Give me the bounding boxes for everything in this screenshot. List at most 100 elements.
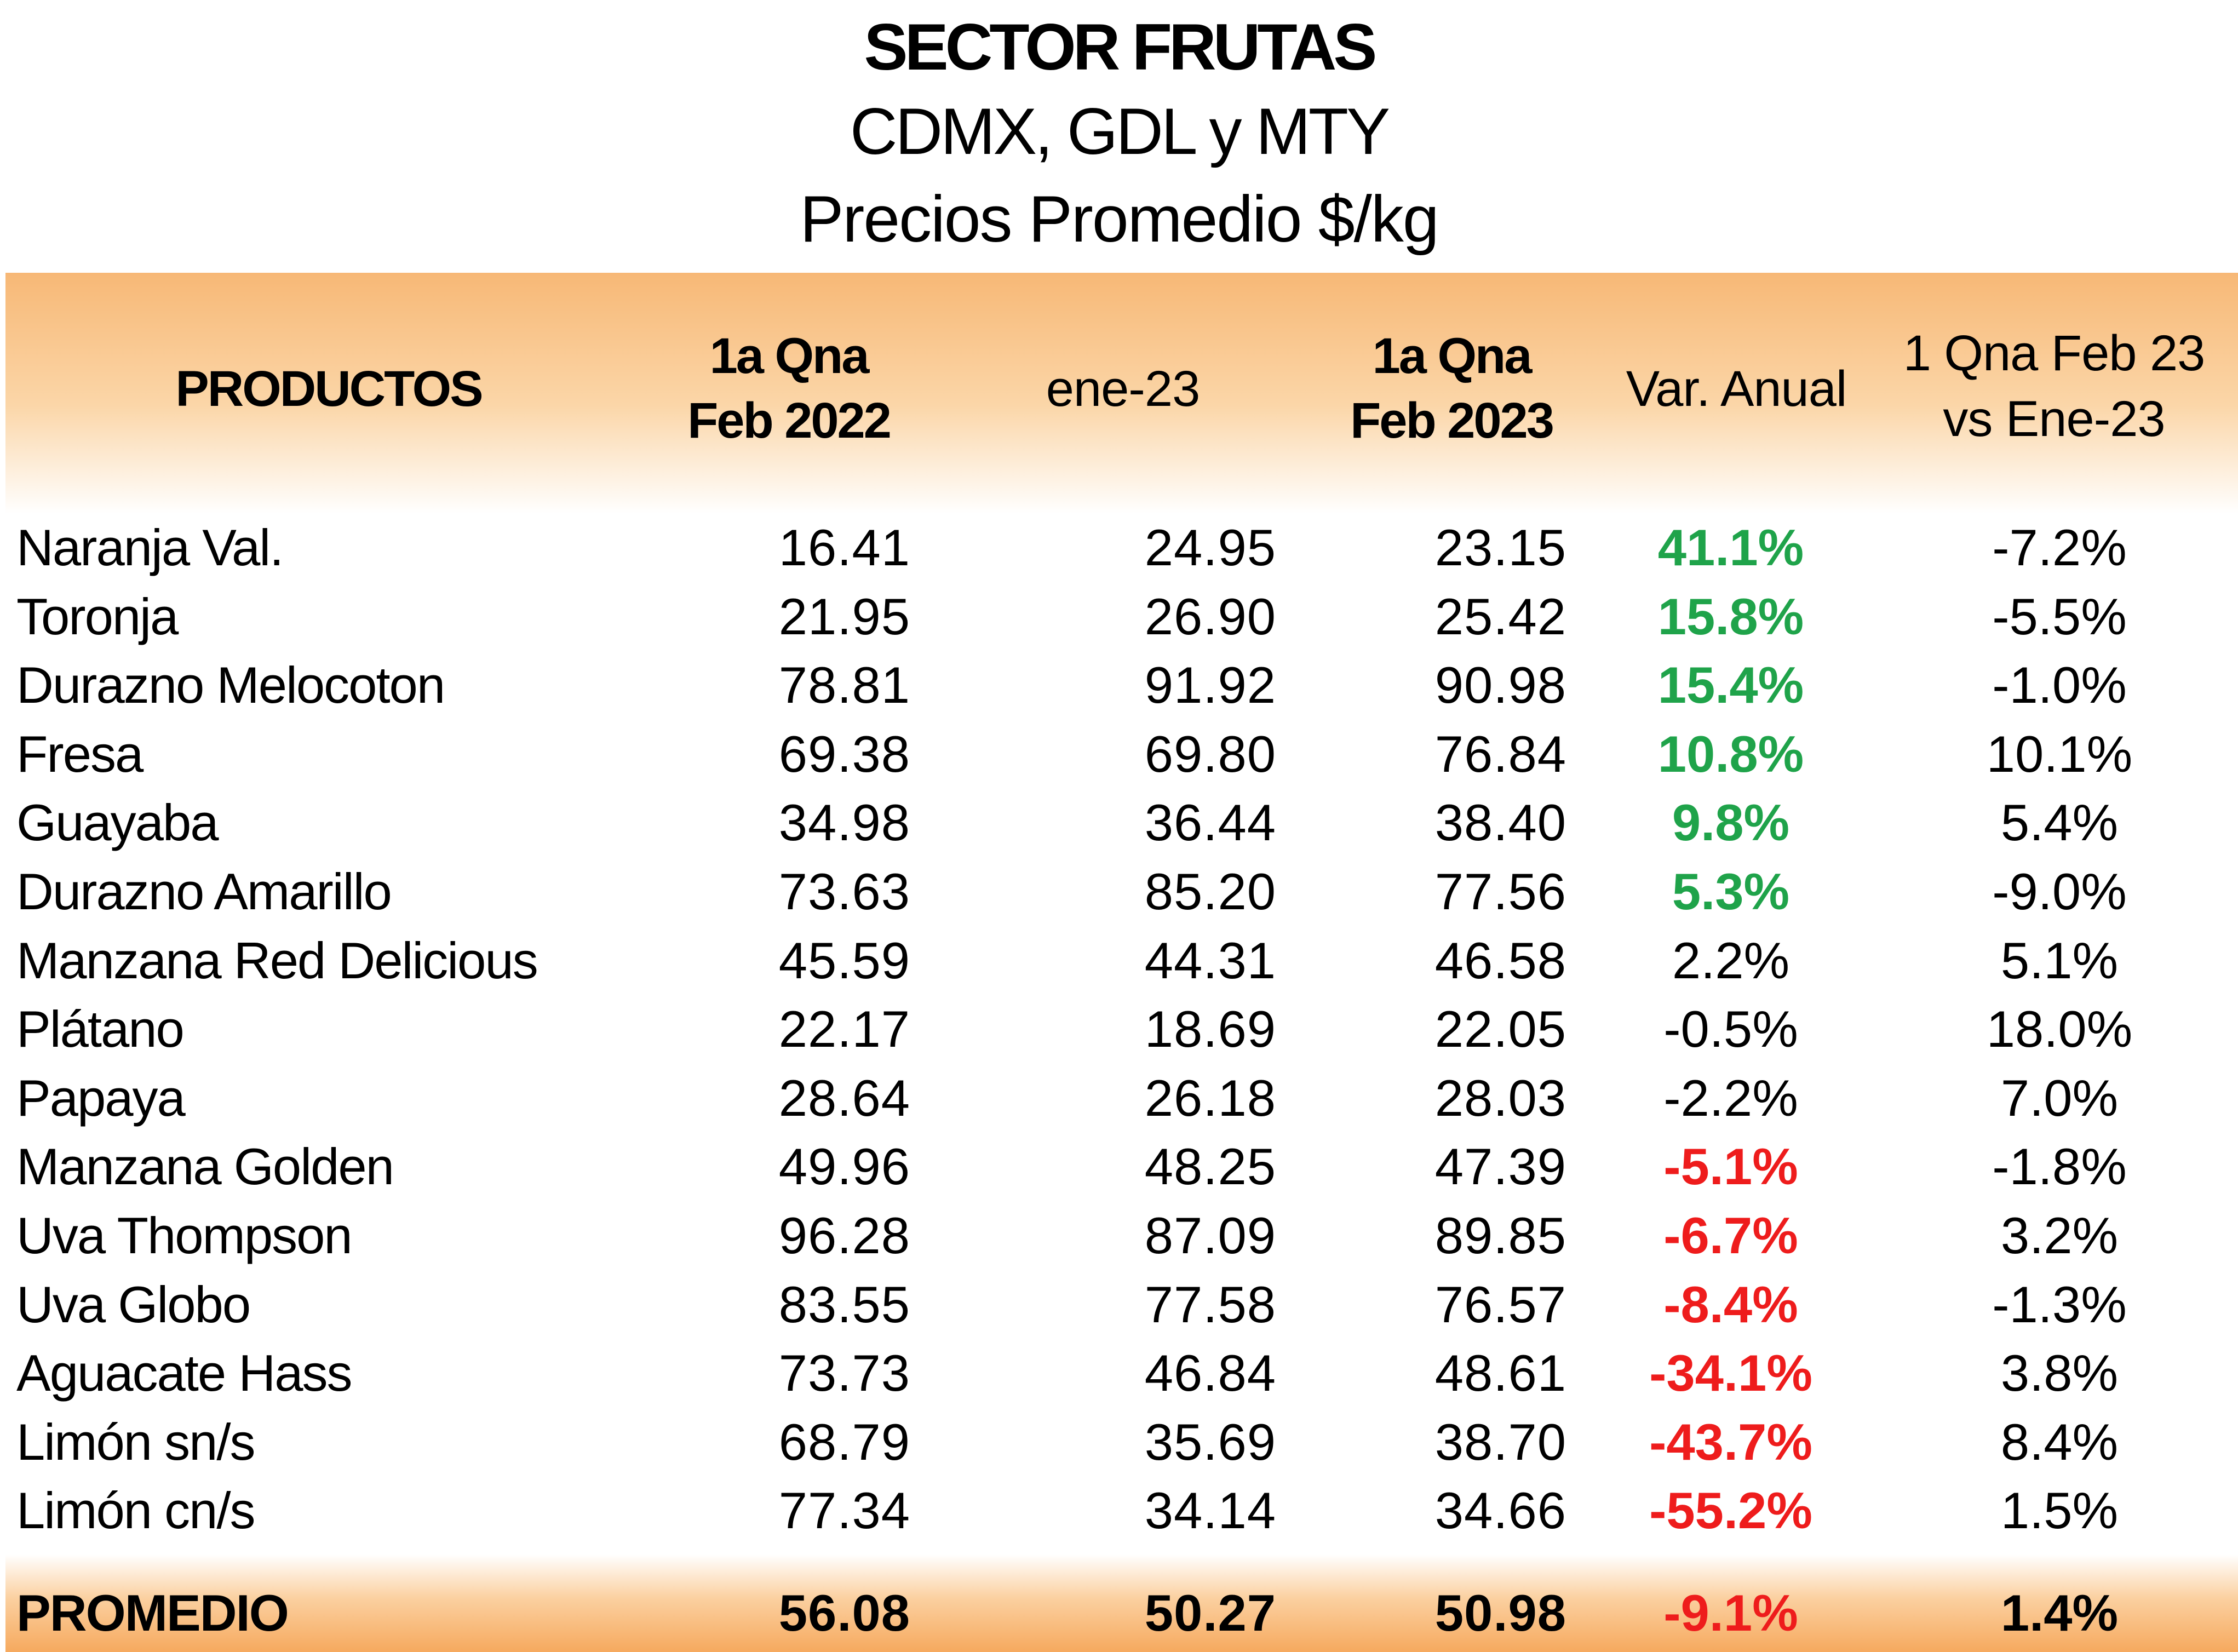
table-row: Limón cn/s 77.34 34.14 34.66 -55.2% 1.5%: [0, 1476, 2238, 1545]
table-row: Aguacate Hass 73.73 46.84 48.61 -34.1% 3.8%: [0, 1339, 2238, 1408]
price-feb23: 77.56: [1434, 863, 1566, 920]
table-row: Manzana Golden 49.96 48.25 47.39 -5.1% -1.8%: [0, 1132, 2238, 1201]
price-feb23: 38.70: [1434, 1413, 1566, 1471]
price-feb23: 34.66: [1434, 1482, 1566, 1540]
product-name: Naranja Val.: [16, 519, 284, 576]
var-qna: 1.5%: [2000, 1482, 2119, 1540]
price-ene23: 44.31: [1144, 931, 1276, 989]
price-ene23: 91.92: [1144, 656, 1276, 714]
price-feb23: 22.05: [1434, 1000, 1566, 1058]
var-qna: 8.4%: [2000, 1413, 2119, 1471]
var-anual: 10.8%: [1657, 725, 1804, 783]
var-anual: 9.8%: [1672, 794, 1790, 852]
var-anual: -34.1%: [1649, 1344, 1812, 1402]
table-row: Uva Globo 83.55 77.58 76.57 -8.4% -1.3%: [0, 1270, 2238, 1339]
var-anual: -5.1%: [1663, 1138, 1798, 1196]
table-row: Limón sn/s 68.79 35.69 38.70 -43.7% 8.4%: [0, 1408, 2238, 1477]
footer-qna: 1.4%: [2000, 1584, 2119, 1642]
price-feb23: 25.42: [1434, 587, 1566, 645]
table-row: Naranja Val. 16.41 24.95 23.15 41.1% -7.2%: [0, 513, 2238, 582]
var-qna: 7.0%: [2000, 1069, 2119, 1127]
price-feb23: 47.39: [1434, 1138, 1566, 1196]
table-row: Guayaba 34.98 36.44 38.40 9.8% 5.4%: [0, 788, 2238, 857]
header-var-anual: Var. Anual: [1626, 361, 1847, 417]
price-feb23: 89.85: [1434, 1207, 1566, 1264]
price-ene23: 26.18: [1144, 1069, 1276, 1127]
product-name: Fresa: [16, 725, 144, 783]
price-ene23: 46.84: [1144, 1344, 1276, 1402]
footer-feb22: 56.08: [778, 1584, 910, 1642]
footer-row: PROMEDIO 56.08 50.27 50.98 -9.1% 1.4%: [0, 1578, 2238, 1649]
price-feb22: 28.64: [778, 1069, 910, 1127]
table-row: Durazno Amarillo 73.63 85.20 77.56 5.3% -9.0%: [0, 857, 2238, 926]
var-qna: 5.4%: [2000, 794, 2119, 852]
table-row: Manzana Red Delicious 45.59 44.31 46.58 2.2%…: [0, 926, 2238, 995]
price-feb23: 76.57: [1434, 1275, 1566, 1333]
product-name: Durazno Melocoton: [16, 656, 445, 714]
header-qna-line1: 1 Qna Feb 23: [1903, 325, 2206, 381]
product-name: Limón cn/s: [16, 1482, 256, 1540]
product-name: Papaya: [16, 1069, 186, 1127]
product-name: Limón sn/s: [16, 1413, 256, 1471]
table-row: Fresa 69.38 69.80 76.84 10.8% 10.1%: [0, 720, 2238, 789]
price-ene23: 34.14: [1144, 1482, 1276, 1540]
header-ene23: ene-23: [1046, 361, 1200, 417]
product-name: Uva Thompson: [16, 1207, 353, 1264]
header-feb22-line2: Feb 2022: [687, 393, 892, 449]
price-feb23: 46.58: [1434, 931, 1566, 989]
price-feb22: 77.34: [778, 1482, 910, 1540]
footer-var: -9.1%: [1663, 1584, 1798, 1642]
footer-name: PROMEDIO: [16, 1584, 289, 1642]
price-ene23: 24.95: [1144, 519, 1276, 576]
footer-feb23: 50.98: [1434, 1584, 1566, 1642]
table-row: Plátano 22.17 18.69 22.05 -0.5% 18.0%: [0, 995, 2238, 1064]
price-ene23: 18.69: [1144, 1000, 1276, 1058]
var-anual: -8.4%: [1663, 1275, 1798, 1333]
price-feb22: 73.73: [778, 1344, 910, 1402]
var-anual: 5.3%: [1672, 863, 1790, 920]
product-name: Manzana Red Delicious: [16, 931, 538, 989]
var-anual: -0.5%: [1663, 1000, 1798, 1058]
var-qna: -7.2%: [1992, 519, 2127, 576]
price-ene23: 36.44: [1144, 794, 1276, 852]
price-ene23: 87.09: [1144, 1207, 1276, 1264]
price-ene23: 35.69: [1144, 1413, 1276, 1471]
product-name: Toronja: [16, 587, 179, 645]
table-footer: [5, 1555, 2238, 1652]
price-feb22: 45.59: [778, 931, 910, 989]
var-qna: 5.1%: [2000, 931, 2119, 989]
var-anual: 15.4%: [1657, 656, 1804, 714]
price-feb23: 38.40: [1434, 794, 1566, 852]
price-feb23: 76.84: [1434, 725, 1566, 783]
var-anual: 2.2%: [1672, 931, 1790, 989]
price-feb22: 78.81: [778, 656, 910, 714]
price-feb22: 16.41: [778, 519, 910, 576]
page-subtitle: CDMX, GDL y MTY: [850, 95, 1390, 168]
product-name: Durazno Amarillo: [16, 863, 392, 920]
var-anual: -2.2%: [1663, 1069, 1798, 1127]
price-feb23: 28.03: [1434, 1069, 1566, 1127]
var-qna: -9.0%: [1992, 863, 2127, 920]
table-row: Papaya 28.64 26.18 28.03 -2.2% 7.0%: [0, 1064, 2238, 1133]
header-qna-line2: vs Ene-23: [1943, 391, 2165, 447]
price-feb22: 73.63: [778, 863, 910, 920]
var-qna: -1.0%: [1992, 656, 2127, 714]
var-anual: 41.1%: [1657, 519, 1804, 576]
price-feb22: 34.98: [778, 794, 910, 852]
page-title: SECTOR FRUTAS: [864, 10, 1378, 84]
price-ene23: 77.58: [1144, 1275, 1276, 1333]
product-name: Plátano: [16, 1000, 185, 1058]
price-feb23: 48.61: [1434, 1344, 1566, 1402]
price-feb22: 21.95: [778, 587, 910, 645]
price-feb22: 96.28: [778, 1207, 910, 1264]
product-name: Guayaba: [16, 794, 219, 852]
table-row: Toronja 21.95 26.90 25.42 15.8% -5.5%: [0, 582, 2238, 651]
table-row: Uva Thompson 96.28 87.09 89.85 -6.7% 3.2%: [0, 1201, 2238, 1270]
page-subtitle-units: Precios Promedio $/kg: [800, 182, 1439, 256]
var-qna: 3.2%: [2000, 1207, 2119, 1264]
price-feb23: 23.15: [1434, 519, 1566, 576]
footer-ene23: 50.27: [1144, 1584, 1276, 1642]
price-ene23: 48.25: [1144, 1138, 1276, 1196]
var-anual: -6.7%: [1663, 1207, 1798, 1264]
var-qna: -1.8%: [1992, 1138, 2127, 1196]
